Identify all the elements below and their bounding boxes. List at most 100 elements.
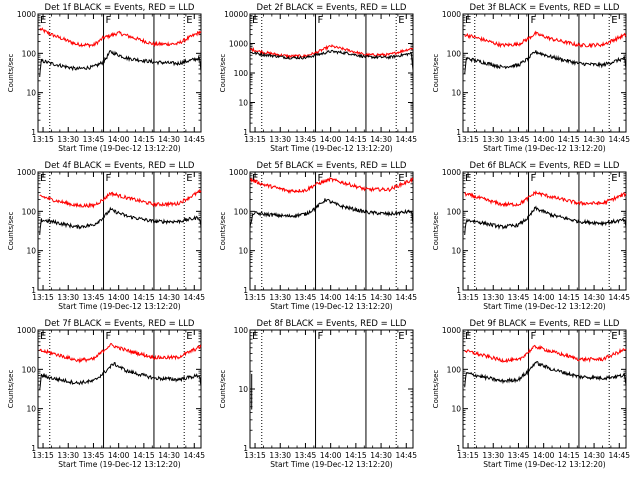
x-tick-label: 14:30 bbox=[158, 293, 180, 302]
x-tick-label: 13:15 bbox=[32, 451, 54, 460]
event-marker-label: E bbox=[611, 173, 617, 184]
chart-panel-2: Det 2f BLACK = Events, RED = LLD 1 10 100 10… bbox=[219, 3, 417, 153]
x-tick-label: 14:30 bbox=[583, 135, 605, 144]
event-marker-label: E bbox=[398, 15, 404, 26]
chart-title: Det 4f BLACK = Events, RED = LLD bbox=[45, 161, 195, 171]
y-tick-label: 1000 bbox=[229, 168, 248, 177]
chart-title: Det 5f BLACK = Events, RED = LLD bbox=[257, 161, 407, 171]
y-tick-label: 1000 bbox=[17, 10, 36, 19]
y-axis-label: Counts/sec bbox=[432, 212, 440, 251]
y-tick-label: 1000 bbox=[442, 326, 461, 335]
y-axis-label: Counts/sec bbox=[219, 54, 227, 93]
x-tick-label: 13:30 bbox=[57, 451, 79, 460]
event-marker-label: F bbox=[106, 15, 112, 26]
y-tick-label: 100 bbox=[447, 49, 462, 58]
chart-panel-3: Det 3f BLACK = Events, RED = LLD 1 10 100 10… bbox=[432, 3, 630, 153]
event-marker-label: E bbox=[186, 15, 192, 26]
y-tick-label: 100 bbox=[234, 207, 249, 216]
x-tick-label: 13:15 bbox=[457, 293, 479, 302]
plot-frame bbox=[37, 329, 202, 449]
event-marker-label: E bbox=[252, 15, 258, 26]
x-tick-label: 13:45 bbox=[83, 451, 105, 460]
y-axis-label: Counts/sec bbox=[432, 370, 440, 409]
chart-panel-6: Det 6f BLACK = Events, RED = LLD 1 10 100 10… bbox=[432, 161, 630, 311]
event-marker-label: E bbox=[398, 331, 404, 342]
y-tick-label: 1 bbox=[31, 128, 36, 137]
x-axis-label: Start Time (19-Dec-12 13:12:20) bbox=[483, 302, 605, 311]
event-marker-label: E bbox=[465, 15, 471, 26]
chart-title: Det 8f BLACK = Events, RED = LLD bbox=[257, 319, 407, 329]
x-axis-label: Start Time (19-Dec-12 13:12:20) bbox=[483, 460, 605, 469]
event-marker-label: E bbox=[252, 173, 258, 184]
event-marker-label: F bbox=[531, 173, 537, 184]
series-line-red bbox=[39, 342, 202, 364]
event-marker-label: F bbox=[531, 15, 537, 26]
x-tick-label: 13:45 bbox=[295, 451, 317, 460]
y-tick-label: 1 bbox=[31, 286, 36, 295]
x-tick-label: 13:30 bbox=[482, 451, 504, 460]
y-tick-label: 10 bbox=[451, 247, 461, 256]
y-tick-label: 1 bbox=[243, 128, 248, 137]
x-tick-label: 13:45 bbox=[83, 293, 105, 302]
plot-frame bbox=[462, 171, 627, 291]
y-axis-label: Counts/sec bbox=[219, 370, 227, 409]
event-marker-label: F bbox=[318, 331, 324, 342]
y-axis-label: Counts/sec bbox=[7, 212, 15, 251]
x-tick-label: 14:45 bbox=[608, 293, 630, 302]
x-tick-label: 14:45 bbox=[608, 451, 630, 460]
plot-frame bbox=[249, 13, 414, 133]
x-tick-label: 13:15 bbox=[32, 135, 54, 144]
x-tick-label: 14:45 bbox=[183, 135, 205, 144]
series-line-red bbox=[249, 44, 414, 59]
event-marker-label: F bbox=[106, 173, 112, 184]
x-axis-label: Start Time (19-Dec-12 13:12:20) bbox=[270, 144, 392, 153]
series-line-red bbox=[39, 27, 202, 49]
y-tick-label: 1 bbox=[456, 128, 461, 137]
x-tick-label: 13:15 bbox=[457, 451, 479, 460]
x-axis-label: Start Time (19-Dec-12 13:12:20) bbox=[270, 302, 392, 311]
event-marker-label: E bbox=[40, 173, 46, 184]
x-tick-label: 14:30 bbox=[370, 135, 392, 144]
x-tick-label: 14:45 bbox=[183, 293, 205, 302]
series-line-black bbox=[39, 362, 202, 390]
x-tick-label: 13:45 bbox=[508, 135, 530, 144]
chart-panel-4: Det 4f BLACK = Events, RED = LLD 1 10 100 10… bbox=[7, 161, 205, 311]
chart-title: Det 9f BLACK = Events, RED = LLD bbox=[470, 319, 620, 329]
x-tick-label: 14:15 bbox=[558, 451, 580, 460]
y-tick-label: 1000 bbox=[17, 168, 36, 177]
chart-panel-8: Det 8f BLACK = Events, RED = LLD 1 10 100 13… bbox=[219, 319, 417, 469]
y-tick-label: 100 bbox=[234, 69, 249, 78]
series-line-black bbox=[464, 361, 627, 388]
x-tick-label: 14:00 bbox=[533, 135, 555, 144]
x-tick-label: 14:30 bbox=[158, 135, 180, 144]
x-tick-label: 14:00 bbox=[533, 451, 555, 460]
x-tick-label: 14:00 bbox=[108, 451, 130, 460]
y-tick-label: 100 bbox=[22, 207, 37, 216]
event-marker-label: E bbox=[252, 331, 258, 342]
y-tick-label: 1 bbox=[456, 286, 461, 295]
series-line-red bbox=[39, 188, 202, 209]
series-line-black bbox=[249, 198, 414, 228]
y-tick-label: 10 bbox=[451, 89, 461, 98]
y-tick-label: 10 bbox=[26, 89, 36, 98]
x-tick-label: 14:15 bbox=[558, 293, 580, 302]
series-line-red bbox=[464, 344, 627, 364]
y-tick-label: 1 bbox=[456, 444, 461, 453]
x-tick-label: 14:00 bbox=[320, 293, 342, 302]
x-tick-label: 14:30 bbox=[583, 451, 605, 460]
x-tick-label: 14:00 bbox=[108, 293, 130, 302]
y-tick-label: 1000 bbox=[442, 10, 461, 19]
series-line-red bbox=[249, 177, 414, 195]
y-tick-label: 100 bbox=[447, 207, 462, 216]
x-tick-label: 13:45 bbox=[508, 293, 530, 302]
x-tick-label: 13:30 bbox=[482, 293, 504, 302]
x-tick-label: 13:30 bbox=[57, 135, 79, 144]
chart-title: Det 7f BLACK = Events, RED = LLD bbox=[45, 319, 195, 329]
x-tick-label: 14:00 bbox=[320, 451, 342, 460]
event-marker-label: E bbox=[40, 15, 46, 26]
series-line-black bbox=[249, 49, 414, 71]
y-tick-label: 100 bbox=[447, 365, 462, 374]
plot-frame bbox=[37, 171, 202, 291]
plot-frame bbox=[249, 329, 414, 449]
x-tick-label: 13:30 bbox=[57, 293, 79, 302]
